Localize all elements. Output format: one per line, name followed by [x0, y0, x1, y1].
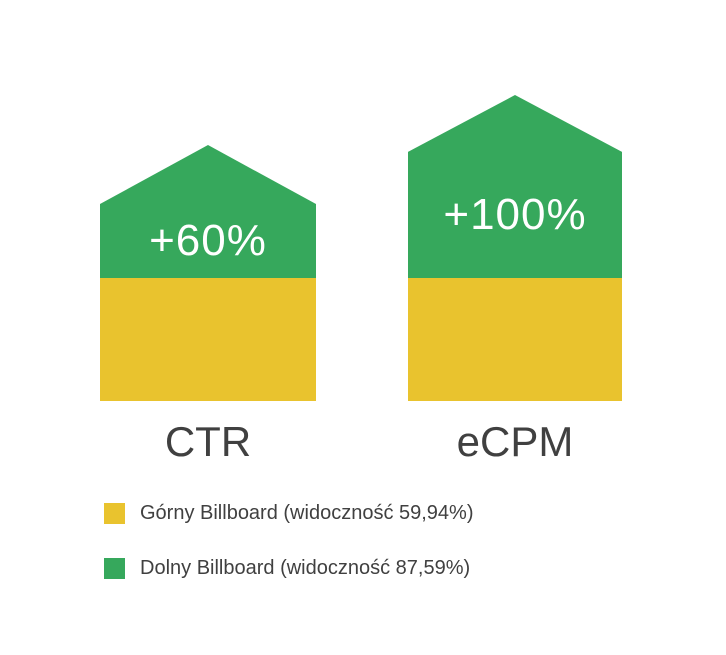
legend-swatch-yellow — [104, 502, 125, 524]
bar-ecpm-delta-label: +100% — [443, 190, 587, 239]
bar-ecpm-yellow-segment — [408, 278, 622, 401]
legend-item-gorny-billboard: Górny Billboard (widoczność 59,94%) — [104, 501, 474, 525]
category-label-ecpm: eCPM — [456, 418, 574, 465]
bar-ctr-delta-wrap: +60% — [100, 204, 316, 278]
legend-label-dolny-billboard: Dolny Billboard (widoczność 87,59%) — [140, 557, 471, 579]
legend: Górny Billboard (widoczność 59,94%) Doln… — [104, 501, 474, 580]
bar-ctr-yellow-segment — [100, 278, 316, 401]
legend-label-gorny-billboard: Górny Billboard (widoczność 59,94%) — [140, 502, 474, 524]
category-label-ctr: CTR — [164, 418, 252, 465]
bar-ctr-delta-label: +60% — [149, 216, 267, 265]
legend-swatch-green — [104, 557, 125, 579]
bar-ecpm-delta-wrap: +100% — [408, 152, 622, 278]
legend-item-dolny-billboard: Dolny Billboard (widoczność 87,59%) — [104, 556, 474, 580]
